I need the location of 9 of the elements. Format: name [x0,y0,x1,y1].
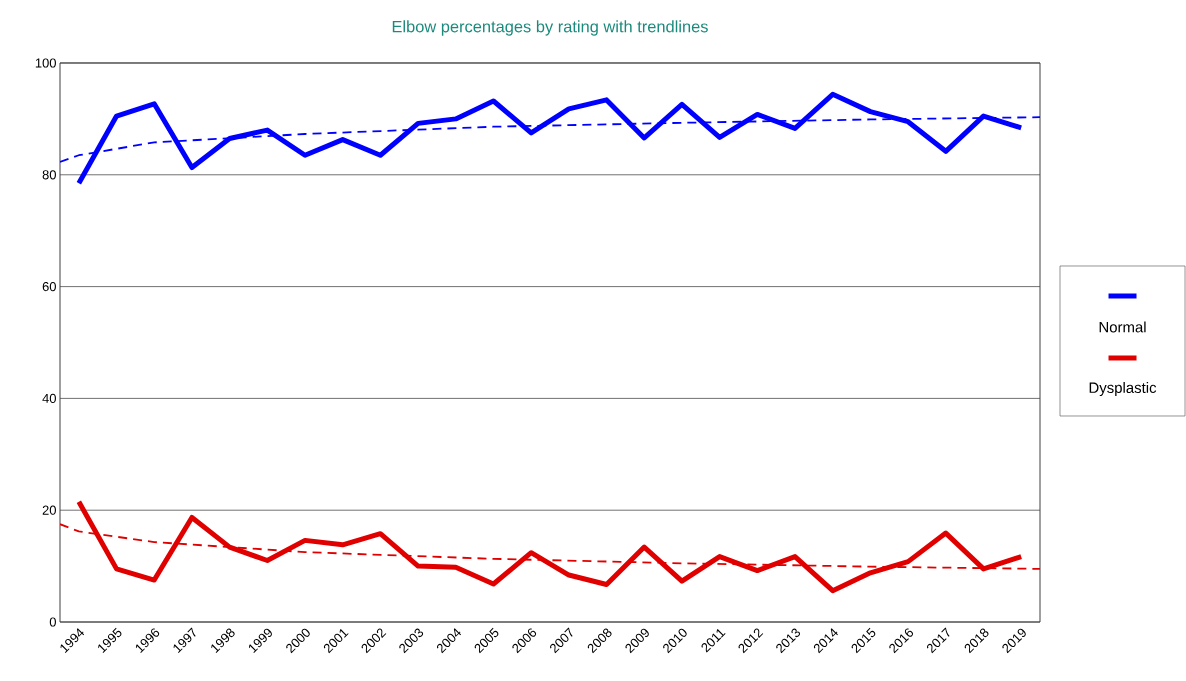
y-tick-label: 100 [35,58,56,68]
text: Normal [1099,321,1146,333]
y-tick-label: 60 [42,282,56,292]
y-tick-label: 0 [49,617,56,627]
y-tick-label: 20 [42,505,56,515]
y-tick-label: 80 [42,170,56,180]
y-tick-label: 40 [42,393,56,403]
chart-title: Elbow percentages by rating with trendlines [392,20,708,36]
text: Dysplastic [1089,382,1157,396]
